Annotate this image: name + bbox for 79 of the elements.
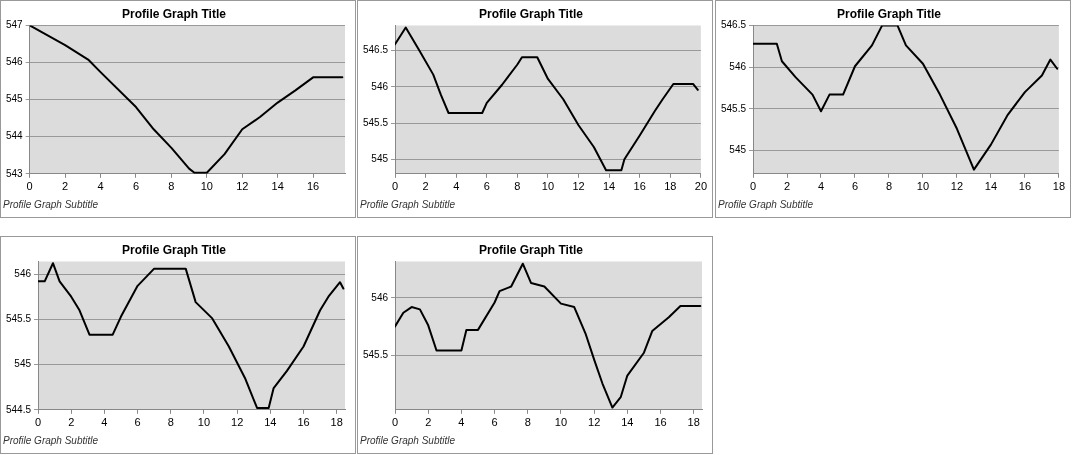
x-tick-label: 10 bbox=[200, 180, 213, 193]
chart-title: Profile Graph Title bbox=[122, 242, 227, 257]
x-tick-label: 12 bbox=[588, 416, 601, 429]
text: Profile Graph Subtitle bbox=[3, 434, 99, 446]
y-tick-label: 545.5 bbox=[720, 102, 747, 114]
y-tick-label: 544 bbox=[6, 130, 24, 142]
y-tick-label: 544.5 bbox=[5, 403, 32, 415]
x-tick-label: 20 bbox=[694, 180, 708, 193]
x-tick-label: 2 bbox=[62, 180, 69, 193]
y-tick-label: 545 bbox=[729, 144, 747, 156]
x-tick-label: 4 bbox=[453, 180, 460, 193]
x-tick-label: 12 bbox=[231, 416, 244, 429]
chart-title: Profile Graph Title bbox=[479, 242, 584, 257]
x-tick-label: 2 bbox=[783, 180, 791, 193]
y-tick-label: 546 bbox=[14, 267, 32, 279]
x-tick-label: 12 bbox=[950, 180, 964, 193]
y-tick-label: 546 bbox=[371, 80, 389, 92]
y-tick-label: 543 bbox=[6, 167, 24, 179]
y-tick-label: 545.5 bbox=[362, 348, 389, 360]
x-tick-label: 16 bbox=[306, 180, 320, 193]
x-tick-label: 16 bbox=[297, 416, 310, 429]
y-tick-label: 546 bbox=[371, 291, 389, 303]
x-tick-label: 8 bbox=[885, 180, 893, 193]
x-tick-label: 4 bbox=[817, 180, 825, 193]
x-tick-label: 2 bbox=[425, 416, 432, 429]
x-tick-label: 0 bbox=[391, 416, 399, 429]
x-tick-label: 2 bbox=[422, 180, 429, 193]
x-tick-label: 14 bbox=[984, 180, 998, 193]
x-tick-label: 6 bbox=[483, 180, 490, 193]
x-tick-label: 10 bbox=[554, 416, 568, 429]
x-tick-label: 18 bbox=[687, 416, 700, 429]
x-tick-label: 4 bbox=[101, 416, 108, 429]
x-tick-label: 8 bbox=[167, 416, 174, 429]
x-tick-label: 0 bbox=[391, 180, 399, 193]
y-tick-label: 546 bbox=[729, 60, 747, 72]
x-tick-label: 18 bbox=[330, 416, 343, 429]
chart-title: Profile Graph Title bbox=[837, 6, 942, 21]
x-tick-label: 6 bbox=[132, 180, 140, 193]
x-tick-label: 14 bbox=[621, 416, 634, 429]
y-tick-label: 546.5 bbox=[720, 19, 747, 31]
x-tick-label: 6 bbox=[134, 416, 141, 429]
y-tick-label: 546.5 bbox=[362, 44, 389, 56]
x-tick-label: 18 bbox=[1052, 180, 1066, 193]
y-tick-label: 545.5 bbox=[5, 313, 32, 325]
x-tick-label: 4 bbox=[97, 180, 104, 193]
text: Profile Graph Subtitle bbox=[3, 198, 99, 210]
x-tick-label: 12 bbox=[236, 180, 249, 193]
x-tick-label: 10 bbox=[916, 180, 930, 193]
x-tick-label: 4 bbox=[458, 416, 465, 429]
x-tick-label: 0 bbox=[749, 180, 757, 193]
y-tick-label: 545.5 bbox=[362, 116, 389, 128]
x-tick-label: 0 bbox=[26, 180, 33, 193]
x-tick-label: 6 bbox=[491, 416, 498, 429]
y-tick-label: 545 bbox=[371, 153, 389, 165]
text: Profile Graph Subtitle bbox=[718, 198, 814, 210]
y-tick-label: 547 bbox=[6, 19, 24, 31]
x-tick-label: 10 bbox=[197, 416, 211, 429]
y-tick-label: 546 bbox=[6, 56, 24, 68]
x-tick-label: 14 bbox=[271, 180, 284, 193]
x-tick-label: 6 bbox=[851, 180, 859, 193]
x-tick-label: 8 bbox=[524, 416, 531, 429]
x-tick-label: 2 bbox=[68, 416, 75, 429]
text: Profile Graph Subtitle bbox=[360, 198, 456, 210]
x-tick-label: 0 bbox=[34, 416, 42, 429]
x-tick-label: 8 bbox=[514, 180, 521, 193]
x-tick-label: 14 bbox=[264, 416, 277, 429]
x-tick-label: 16 bbox=[654, 416, 667, 429]
text: Profile Graph Subtitle bbox=[360, 434, 456, 446]
x-tick-label: 14 bbox=[603, 180, 616, 193]
x-tick-label: 8 bbox=[168, 180, 175, 193]
y-tick-label: 545 bbox=[14, 358, 32, 370]
x-tick-label: 16 bbox=[1018, 180, 1032, 193]
chart-title: Profile Graph Title bbox=[479, 6, 584, 21]
x-tick-label: 12 bbox=[572, 180, 585, 193]
x-tick-label: 18 bbox=[664, 180, 677, 193]
y-tick-label: 545 bbox=[6, 93, 24, 105]
chart-title: Profile Graph Title bbox=[122, 6, 227, 21]
x-tick-label: 16 bbox=[633, 180, 646, 193]
x-tick-label: 10 bbox=[541, 180, 555, 193]
